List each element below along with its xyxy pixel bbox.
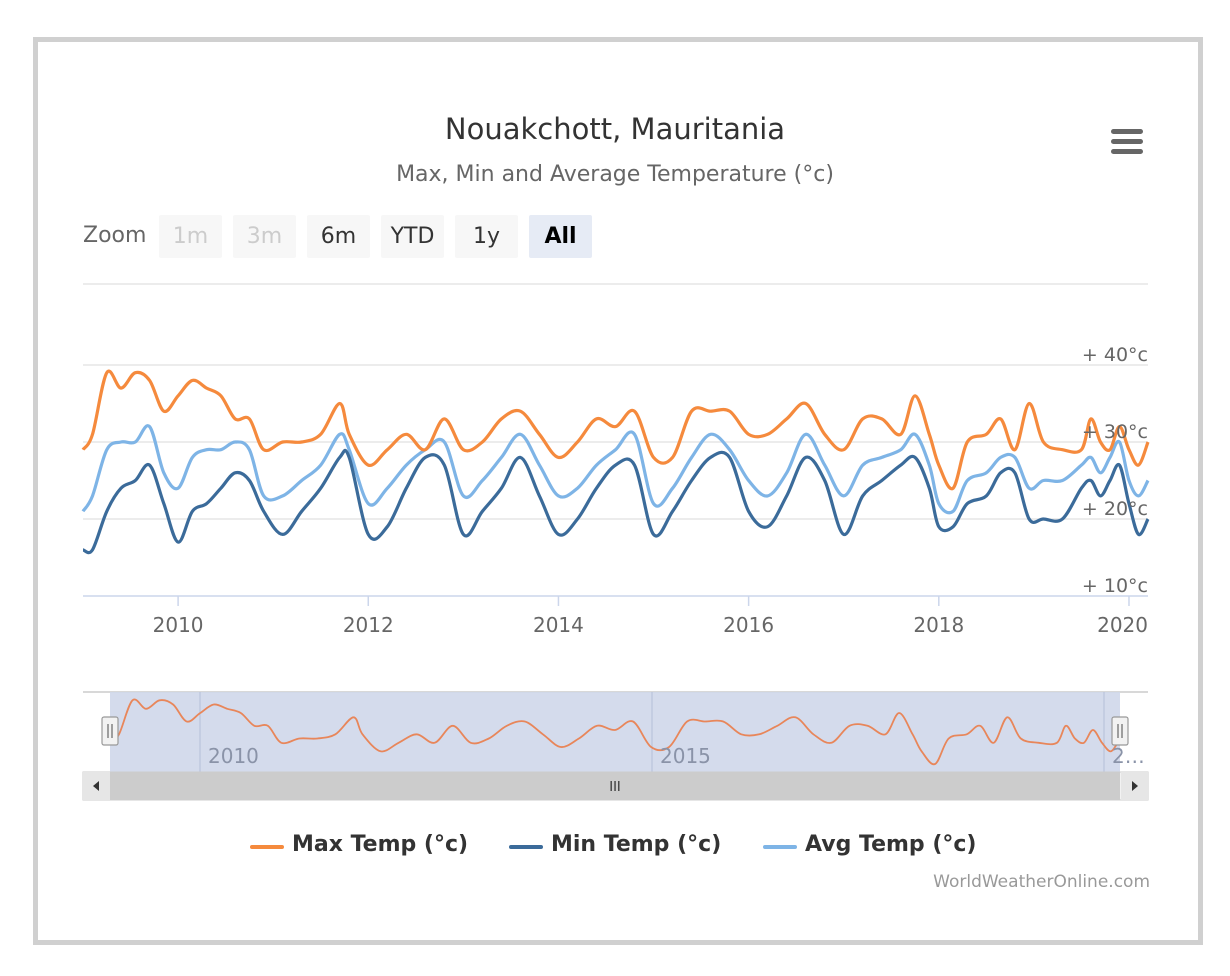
- chart-subtitle: Max, Min and Average Temperature (°c): [396, 162, 834, 187]
- zoom-all-button[interactable]: All: [529, 215, 592, 258]
- legend-min-swatch-icon: [509, 845, 543, 849]
- zoom-ytd-button[interactable]: YTD: [381, 215, 444, 258]
- navigator-label-2010: 2010: [208, 744, 259, 768]
- x-axis-ticks: 2010 2012 2014 2016 2018 2020: [153, 596, 1148, 637]
- zoom-1y-button[interactable]: 1y: [455, 215, 518, 258]
- zoom-label: Zoom: [83, 223, 147, 248]
- scrollbar-grip: III: [609, 780, 621, 795]
- credit-text: WorldWeatherOnline.com: [933, 872, 1150, 892]
- arrow-left-icon[interactable]: [83, 772, 110, 800]
- legend-min-label: Min Temp (°c): [551, 832, 722, 857]
- series-line-min-temp[interactable]: [82, 448, 1150, 555]
- y-tick-label-40: + 40°c: [1082, 344, 1148, 366]
- y-tick-label-30: + 30°c: [1082, 421, 1148, 443]
- x-tick-label-2016: 2016: [723, 613, 774, 637]
- zoom-6m-button[interactable]: 6m: [307, 215, 370, 258]
- x-tick-label-2020: 2020: [1097, 613, 1148, 637]
- legend-avg-label: Avg Temp (°c): [805, 832, 977, 857]
- x-tick-label-2018: 2018: [913, 613, 964, 637]
- y-tick-label-20: + 20°c: [1082, 498, 1148, 520]
- navigator-selection[interactable]: [110, 692, 1120, 772]
- navigator[interactable]: 2010 2015 2…: [83, 691, 1148, 772]
- navigator-label-2020: 2…: [1112, 744, 1145, 768]
- legend-max-label: Max Temp (°c): [292, 832, 469, 857]
- chart-title: Nouakchott, Mauritania: [444, 112, 786, 146]
- zoom-1m-button[interactable]: 1m: [159, 215, 222, 258]
- series-group[interactable]: [81, 369, 1150, 555]
- series-line-avg-temp[interactable]: [81, 424, 1150, 515]
- navigator-left-handle[interactable]: [101, 716, 119, 746]
- scrollbar[interactable]: III: [82, 771, 1149, 801]
- legend-avg-swatch-icon: [763, 845, 797, 849]
- x-tick-label-2012: 2012: [343, 613, 394, 637]
- navigator-series-line: [109, 698, 1121, 766]
- scrollbar-thumb[interactable]: [110, 772, 1120, 800]
- y-tick-label-10: + 10°c: [1082, 575, 1148, 597]
- y-axis-labels: + 10°c + 20°c + 30°c + 40°c: [1082, 344, 1148, 597]
- legend-max-swatch-icon: [250, 845, 284, 849]
- x-tick-label-2014: 2014: [533, 613, 584, 637]
- series-line-max-temp[interactable]: [81, 369, 1150, 491]
- arrow-right-icon[interactable]: [1121, 772, 1148, 800]
- x-tick-label-2010: 2010: [153, 613, 204, 637]
- navigator-label-2015: 2015: [660, 744, 711, 768]
- navigator-right-handle[interactable]: [1111, 716, 1129, 746]
- zoom-3m-button[interactable]: 3m: [233, 215, 296, 258]
- hamburger-menu-icon[interactable]: [1109, 128, 1145, 156]
